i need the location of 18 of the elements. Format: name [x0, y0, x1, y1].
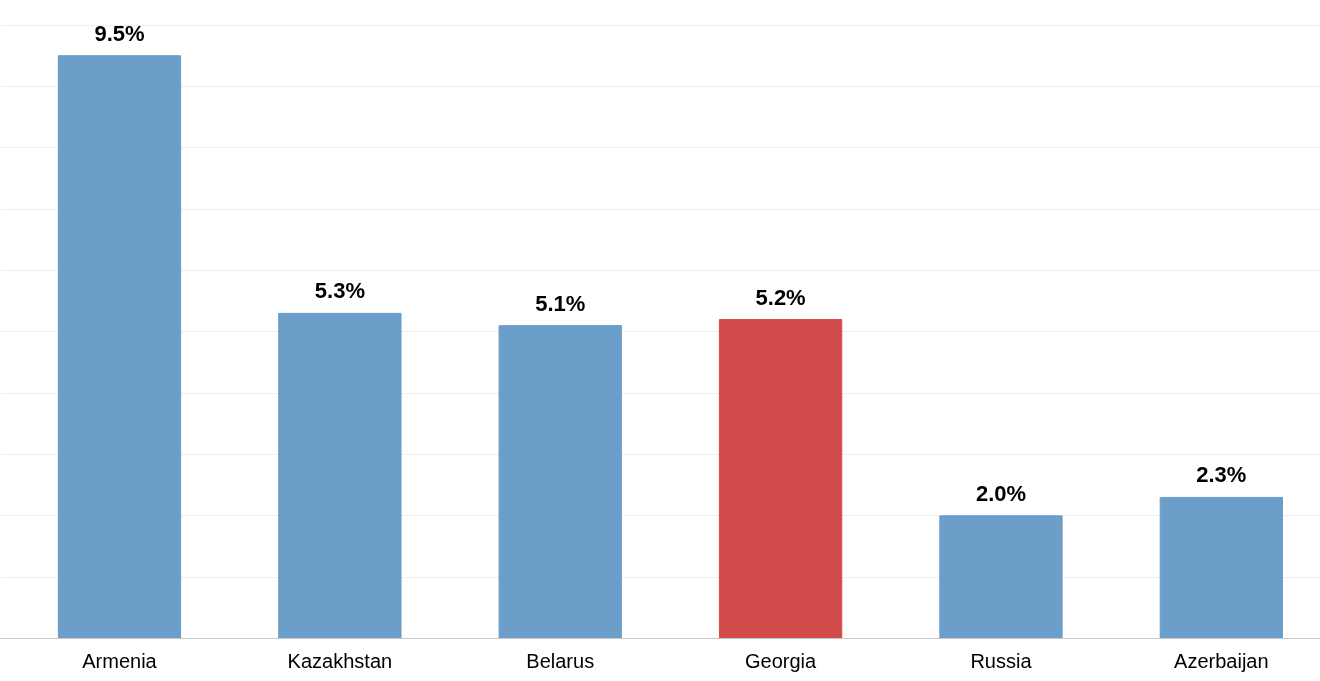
data-label: 5.1%	[535, 290, 586, 316]
bar	[1159, 496, 1283, 639]
bar	[718, 319, 843, 639]
x-tick-label: Belarus	[526, 649, 595, 672]
bar	[498, 325, 622, 639]
x-tick-label: Georgia	[745, 649, 818, 672]
x-tick-label: Azerbaijan	[1174, 649, 1269, 672]
data-label: 5.3%	[314, 278, 365, 304]
x-tick-label: Armenia	[82, 649, 158, 672]
bar	[939, 515, 1063, 639]
data-label: 2.0%	[975, 480, 1027, 506]
bar	[57, 55, 182, 639]
x-tick-label: Russia	[970, 649, 1033, 672]
data-label: 9.5%	[94, 20, 145, 46]
x-tick-label: Kazakhstan	[287, 649, 393, 672]
data-label: 5.2%	[755, 284, 806, 310]
bar	[278, 312, 402, 639]
data-label: 2.3%	[1196, 462, 1247, 488]
